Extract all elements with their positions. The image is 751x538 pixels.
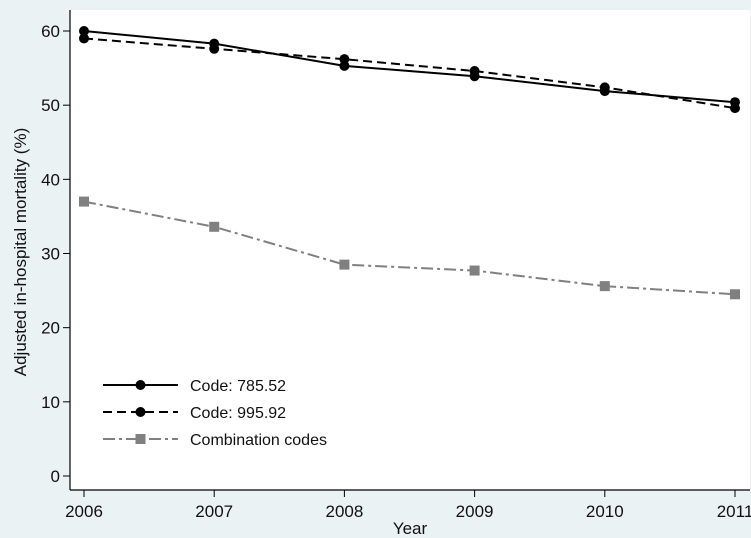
x-ticks: 2006 2007 2008 2009 2010 2011	[65, 490, 751, 521]
series-line	[83, 37, 736, 110]
legend-label: Combination codes	[190, 432, 327, 449]
data-point	[730, 289, 740, 300]
data-point	[599, 82, 610, 93]
data-point	[79, 33, 89, 44]
y-axis-title: Adjusted in-hospital mortality (%)	[11, 128, 30, 376]
data-point	[339, 259, 350, 270]
x-tick-label: 2010	[586, 502, 624, 521]
data-point	[339, 54, 350, 65]
data-point	[469, 265, 480, 276]
series-line	[83, 200, 736, 296]
data-point	[469, 66, 480, 77]
x-axis-title: Year	[393, 519, 428, 538]
series-line	[83, 30, 736, 104]
y-tick-label: 20	[41, 319, 60, 338]
y-tick-label: 60	[41, 22, 60, 41]
data-point	[730, 103, 740, 114]
legend-label: Code: 995.92	[190, 405, 286, 422]
series-3	[79, 196, 740, 300]
data-point	[79, 26, 89, 36]
legend-item: Code: 995.92	[103, 405, 286, 422]
x-tick-label: 2007	[195, 502, 233, 521]
plot-area	[70, 10, 750, 490]
legend-marker	[135, 380, 146, 390]
y-tick-label: 40	[41, 170, 60, 189]
y-tick-label: 0	[51, 467, 60, 486]
legend-item: Combination codes	[103, 432, 327, 449]
series-2	[79, 33, 740, 114]
data-point	[209, 43, 220, 54]
data-point	[599, 281, 610, 292]
series-layer	[79, 26, 740, 300]
y-tick-label: 10	[41, 393, 60, 412]
legend-marker	[135, 407, 146, 417]
legend: Code: 785.52 Code: 995.92 Combination code…	[103, 378, 327, 449]
x-tick-label: 2006	[65, 502, 103, 521]
y-ticks: 0 10 20 30 40 50 60	[41, 22, 70, 486]
legend-item: Code: 785.52	[103, 378, 286, 395]
legend-marker	[135, 434, 146, 444]
legend-label: Code: 785.52	[190, 378, 286, 395]
y-tick-label: 50	[41, 96, 60, 115]
y-tick-label: 30	[41, 245, 60, 264]
x-tick-label: 2011	[717, 502, 751, 521]
data-point	[79, 196, 89, 207]
x-tick-label: 2008	[325, 502, 363, 521]
x-tick-label: 2009	[456, 502, 494, 521]
data-point	[209, 221, 220, 232]
